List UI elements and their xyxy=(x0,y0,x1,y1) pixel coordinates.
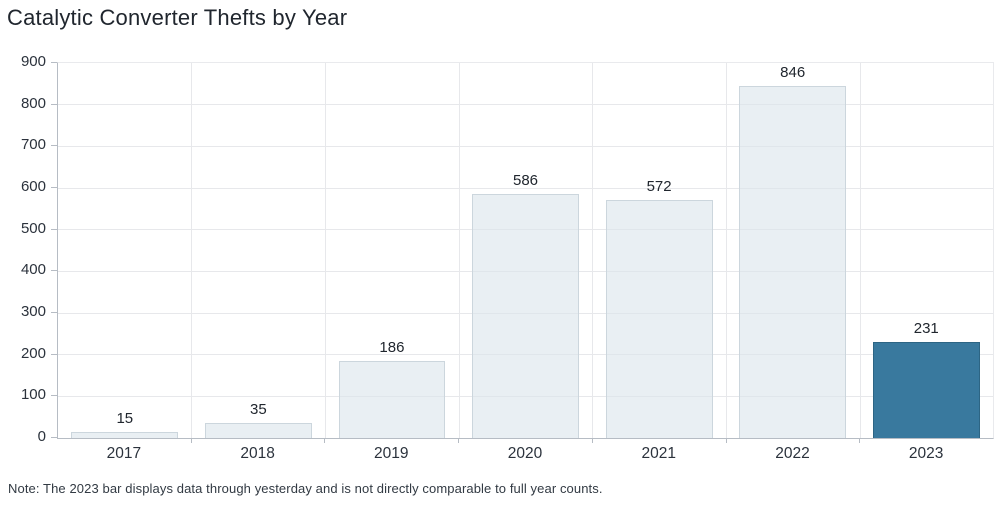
x-axis-labels: 2017 2018 2019 2020 2021 2022 2023 xyxy=(57,445,993,463)
bar-column-2019: 186 xyxy=(325,63,459,438)
bar-column-2017: 15 xyxy=(58,63,192,438)
bar-column-2023: 231 xyxy=(859,63,993,438)
x-tick-mark xyxy=(458,438,460,443)
bar-2019 xyxy=(338,360,446,438)
bar-2017 xyxy=(71,431,179,438)
x-tick-label-2021: 2021 xyxy=(641,445,676,462)
bar-value-label: 15 xyxy=(116,409,134,427)
bar-value-label: 572 xyxy=(646,177,672,195)
y-tick-label-800: 800 xyxy=(20,94,46,112)
y-tick-label-300: 300 xyxy=(20,303,46,320)
gridline-700 xyxy=(58,145,993,147)
y-tick-mark xyxy=(51,270,57,272)
bar-2020 xyxy=(472,193,579,438)
category-boundary-gridline xyxy=(859,63,861,438)
bar-2018 xyxy=(204,423,312,438)
y-tick-mark xyxy=(51,395,57,397)
bar-value-label: 35 xyxy=(250,401,267,419)
bar-column-2020: 586 xyxy=(459,63,593,438)
y-tick-mark xyxy=(51,62,57,63)
y-tick-label-400: 400 xyxy=(20,261,46,279)
bar-highlight-2023 xyxy=(872,341,980,438)
x-tick-label-2023: 2023 xyxy=(908,445,944,462)
x-tick-mark xyxy=(725,438,727,443)
x-tick-label-2020: 2020 xyxy=(507,445,543,462)
gridline-600 xyxy=(58,187,993,189)
y-tick-mark xyxy=(51,437,57,438)
y-tick-mark xyxy=(51,187,57,188)
chart-note: Note: The 2023 bar displays data through… xyxy=(8,481,603,496)
category-boundary-gridline xyxy=(324,63,326,438)
bar-value-label: 846 xyxy=(780,63,806,81)
y-tick-mark xyxy=(51,228,57,230)
y-tick-label-200: 200 xyxy=(20,344,46,362)
plot-area: 15 35 186 586 572 846 231 xyxy=(57,62,994,439)
y-tick-label-600: 600 xyxy=(20,178,46,195)
x-tick-mark xyxy=(190,438,192,443)
y-tick-label-100: 100 xyxy=(20,386,46,404)
bar-column-2022: 846 xyxy=(726,63,860,438)
bar-value-label: 231 xyxy=(913,319,939,337)
gridline-800 xyxy=(58,104,993,106)
category-boundary-gridline xyxy=(191,63,193,438)
x-tick-label-2022: 2022 xyxy=(775,445,810,462)
bar-series: 15 35 186 586 572 846 231 xyxy=(58,63,993,438)
x-tick-label-2017: 2017 xyxy=(106,445,142,462)
x-tick-mark xyxy=(591,438,593,443)
x-tick-mark xyxy=(324,438,326,443)
chart-title: Catalytic Converter Thefts by Year xyxy=(7,5,348,30)
bar-column-2021: 572 xyxy=(592,63,726,438)
x-tick-label-2018: 2018 xyxy=(240,445,275,462)
x-tick-mark xyxy=(859,438,861,443)
bar-2022 xyxy=(739,85,847,438)
category-boundary-gridline xyxy=(592,63,594,438)
bar-value-label: 586 xyxy=(513,171,539,189)
x-tick-label-2019: 2019 xyxy=(374,445,409,462)
bar-2021 xyxy=(605,199,713,438)
category-boundary-gridline xyxy=(458,63,460,438)
y-tick-mark xyxy=(51,312,57,313)
y-tick-mark xyxy=(51,145,57,147)
bar-value-label: 186 xyxy=(379,338,405,356)
bar-column-2018: 35 xyxy=(192,63,326,438)
y-tick-label-0: 0 xyxy=(37,428,46,445)
y-tick-label-900: 900 xyxy=(20,53,46,70)
category-boundary-gridline xyxy=(726,63,728,438)
y-tick-label-500: 500 xyxy=(20,219,46,237)
y-tick-mark xyxy=(51,103,57,105)
y-tick-mark xyxy=(51,353,57,355)
y-tick-label-700: 700 xyxy=(20,136,46,154)
